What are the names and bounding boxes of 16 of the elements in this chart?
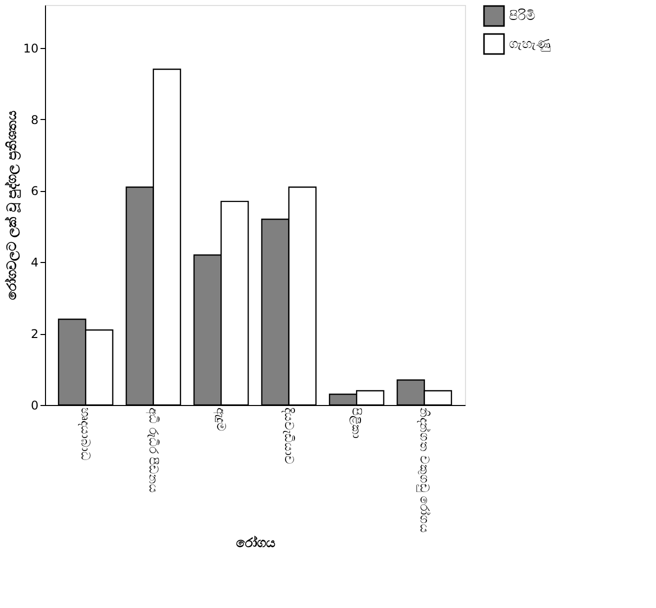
y-tick-label: 6 <box>30 184 38 198</box>
legend-label: ගැහැණු <box>509 37 551 52</box>
y-axis-title: රෝගවලට ලක් වූ පුද්ගල ප්‍රතිශතය <box>3 110 22 300</box>
y-tick-label: 8 <box>30 112 38 127</box>
x-tick-label: හෘදයාබාධ <box>78 408 93 460</box>
x-tick-label: අධි රුධිර පීඩනය <box>145 408 160 494</box>
y-tick-label: 0 <box>30 398 38 412</box>
y-tick-label: 10 <box>23 41 38 56</box>
x-tick-label: පිළිකා <box>348 408 364 438</box>
x-axis-title: රෝගය <box>236 534 276 552</box>
x-tick-label: දියවැඩියාව <box>282 408 296 464</box>
y-tick-label: 4 <box>30 256 38 270</box>
x-tick-label: නිදන්ගත වකුගඩු රෝගය <box>416 408 432 534</box>
legend-label: පිරිමි <box>509 8 535 24</box>
x-tick-label: ඇදුම <box>213 408 228 432</box>
y-tick-label: 2 <box>30 327 38 342</box>
